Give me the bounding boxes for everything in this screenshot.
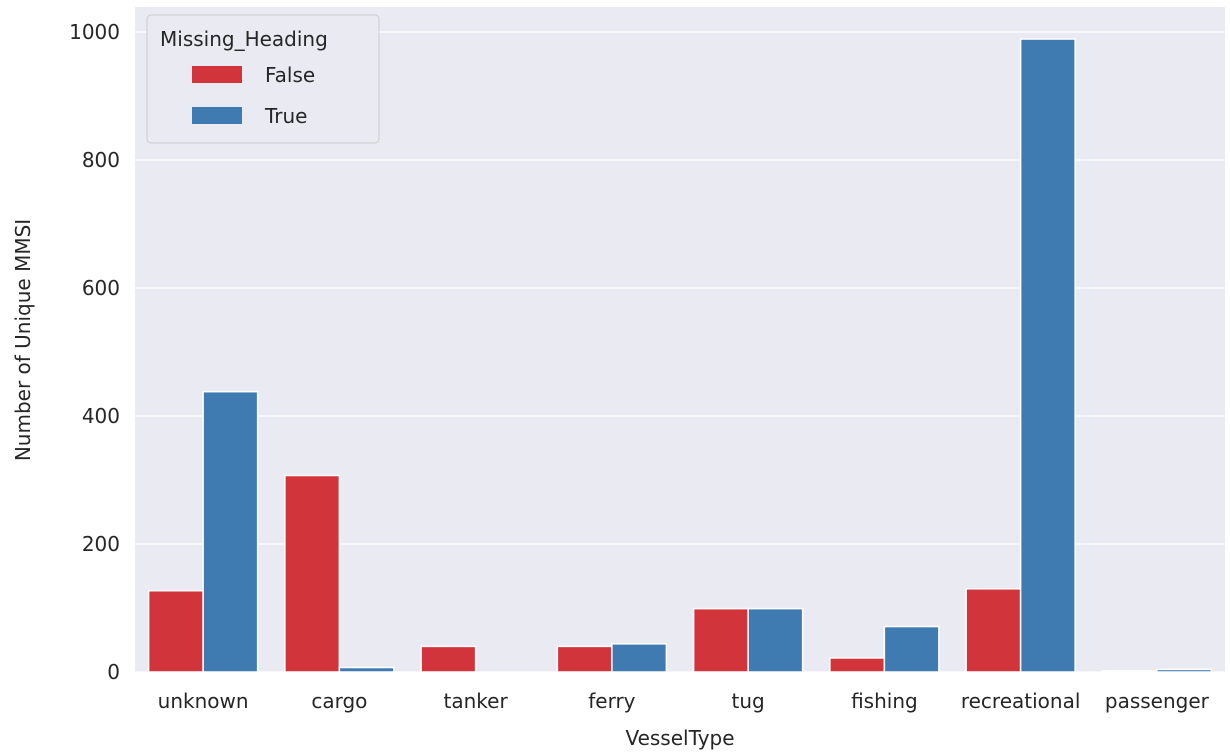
x-tick-label: passenger xyxy=(1105,689,1210,713)
bar-tug-false xyxy=(692,607,749,673)
legend-label-false: False xyxy=(265,63,315,87)
legend: Missing_Heading False True xyxy=(146,14,380,144)
bar-passenger-false xyxy=(1101,669,1158,673)
x-tick-label: tanker xyxy=(444,689,509,713)
x-tick-label: ferry xyxy=(588,689,635,713)
legend-swatch-true xyxy=(192,107,242,124)
y-tick-label: 600 xyxy=(82,276,120,300)
y-tick-label: 200 xyxy=(82,532,120,556)
x-axis-ticks: unknown cargo tanker ferry tug fishing recreat… xyxy=(158,689,1210,713)
bar-ferry-false xyxy=(556,645,613,673)
x-tick-label: fishing xyxy=(851,689,918,713)
x-axis-label: VesselType xyxy=(625,726,734,750)
bar-ferry-true xyxy=(611,643,668,673)
legend-label-true: True xyxy=(264,104,307,128)
bar-fishing-true xyxy=(883,625,940,673)
y-axis-label: Number of Unique MMSI xyxy=(11,219,35,461)
x-tick-label: tug xyxy=(732,689,765,713)
x-tick-label: cargo xyxy=(311,689,367,713)
bar-passenger-true xyxy=(1156,668,1213,673)
bar-unknown-false xyxy=(147,589,204,673)
bar-cargo-true xyxy=(338,666,395,673)
bar-tug-true xyxy=(747,607,804,673)
legend-swatch-false xyxy=(192,66,242,83)
bar-fishing-false xyxy=(829,657,886,673)
x-tick-label: unknown xyxy=(158,689,249,713)
bar-recreational-true xyxy=(1019,38,1076,673)
bar-cargo-false xyxy=(284,474,341,673)
legend-title: Missing_Heading xyxy=(160,27,328,51)
bar-unknown-true xyxy=(202,390,259,673)
bars xyxy=(147,38,1213,673)
x-tick-label: recreational xyxy=(961,689,1081,713)
bar-recreational-false xyxy=(965,588,1022,673)
y-axis-ticks: 0 200 400 600 800 1000 xyxy=(69,20,120,684)
y-tick-label: 1000 xyxy=(69,20,120,44)
bar-tanker-false xyxy=(420,645,477,673)
y-tick-label: 800 xyxy=(82,148,120,172)
y-tick-label: 0 xyxy=(107,660,120,684)
y-tick-label: 400 xyxy=(82,404,120,428)
